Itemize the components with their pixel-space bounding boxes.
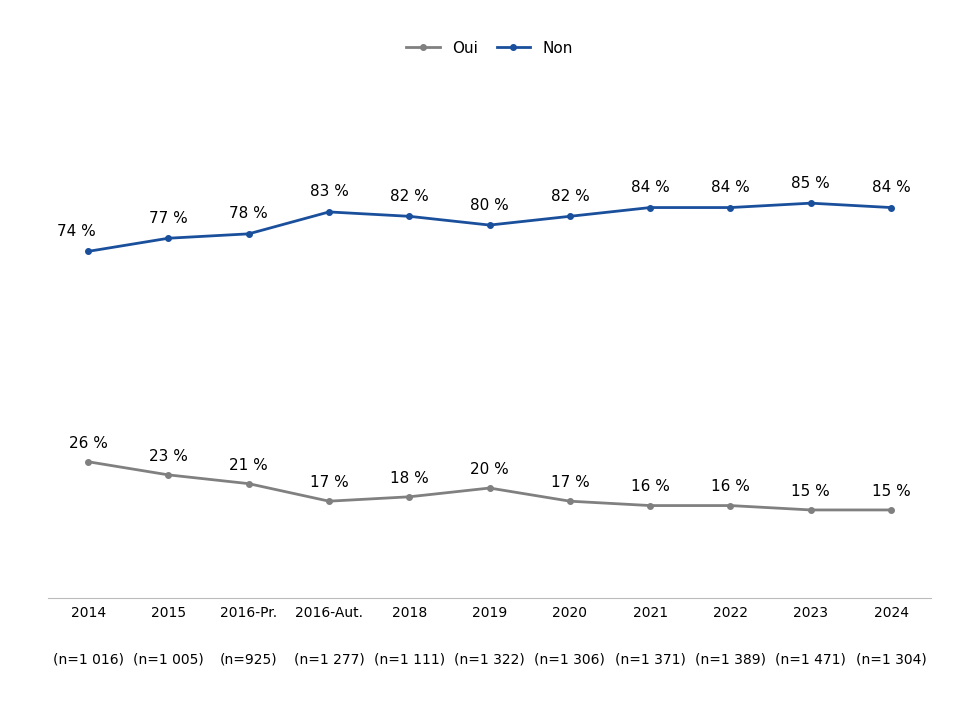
Text: 23 %: 23 % xyxy=(149,449,188,464)
Text: 18 %: 18 % xyxy=(390,471,429,486)
Text: 82 %: 82 % xyxy=(390,189,429,204)
Text: 84 %: 84 % xyxy=(631,180,669,195)
Legend: Oui, Non: Oui, Non xyxy=(406,41,573,55)
Text: 26 %: 26 % xyxy=(69,436,108,451)
Text: 78 %: 78 % xyxy=(229,207,268,221)
Text: 15 %: 15 % xyxy=(872,484,910,499)
Text: 15 %: 15 % xyxy=(791,484,830,499)
Text: 16 %: 16 % xyxy=(631,480,670,495)
Text: 83 %: 83 % xyxy=(309,184,348,199)
Text: 17 %: 17 % xyxy=(310,475,348,490)
Text: 21 %: 21 % xyxy=(229,457,268,472)
Text: 84 %: 84 % xyxy=(711,180,750,195)
Text: 82 %: 82 % xyxy=(550,189,589,204)
Text: 74 %: 74 % xyxy=(57,224,95,239)
Text: 17 %: 17 % xyxy=(550,475,589,490)
Text: 20 %: 20 % xyxy=(470,462,509,477)
Text: 84 %: 84 % xyxy=(872,180,910,195)
Text: 77 %: 77 % xyxy=(149,211,188,226)
Text: 85 %: 85 % xyxy=(791,176,830,191)
Text: 16 %: 16 % xyxy=(711,480,750,495)
Text: 80 %: 80 % xyxy=(470,197,509,212)
